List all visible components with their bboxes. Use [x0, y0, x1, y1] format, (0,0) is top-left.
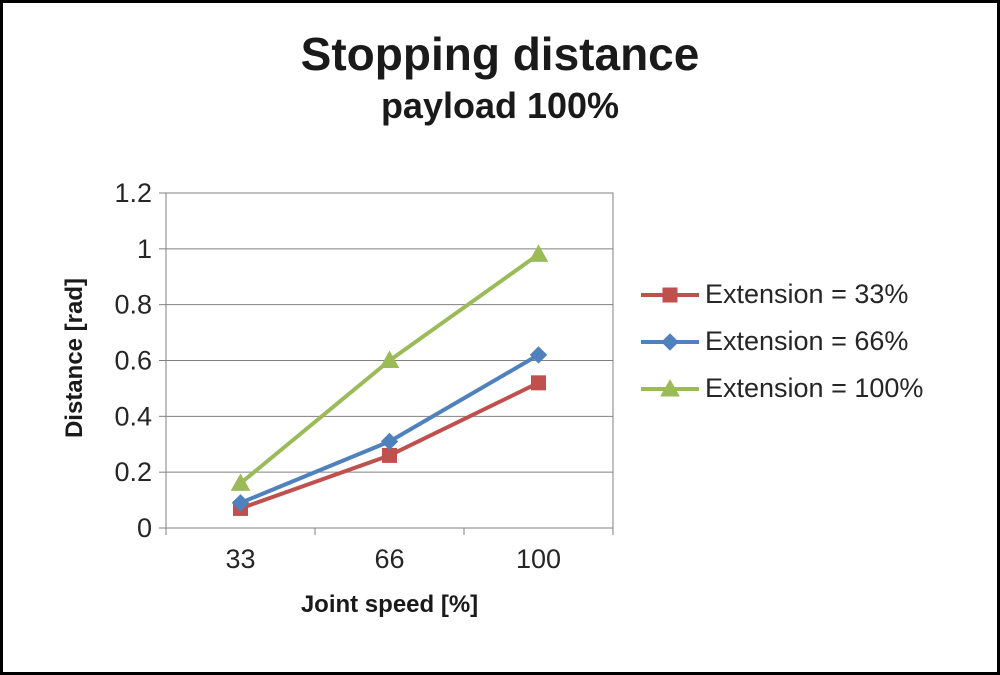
- y-axis-title: Distance [rad]: [61, 277, 88, 439]
- series-marker: [231, 494, 250, 512]
- y-tick-label: 1: [137, 234, 152, 264]
- chart-subtitle: payload 100%: [380, 84, 620, 126]
- legend-label: Extension = 100%: [705, 373, 924, 403]
- series-marker: [382, 447, 397, 463]
- series-marker: [380, 432, 399, 451]
- legend-marker-icon: [641, 287, 699, 302]
- y-tick-label: 0.2: [114, 457, 152, 487]
- legend-label: Extension = 33%: [705, 279, 909, 309]
- series-marker: [230, 473, 251, 491]
- legend: Extension = 33% Extension = 66% Extensio…: [639, 279, 923, 404]
- legend-marker-icon: [641, 332, 699, 351]
- series-marker: [529, 346, 548, 364]
- x-tick-label: 100: [516, 544, 561, 574]
- series-marker: [379, 350, 400, 368]
- x-axis-title: Joint speed [%]: [300, 591, 479, 618]
- legend-item: Extension = 66%: [639, 326, 923, 357]
- chart-plot-svg: 0 0.2 0.4 0.6 0.8 1 1.2 33 66 100: [114, 178, 614, 574]
- legend-marker: [662, 287, 678, 302]
- y-tick-label: 0.6: [114, 346, 152, 376]
- legend-label: Extension = 66%: [705, 326, 909, 356]
- y-tick-label: 1.2: [114, 178, 152, 208]
- series-line: [239, 353, 540, 505]
- series-marker: [531, 375, 546, 391]
- y-tick-label: 0: [137, 513, 152, 543]
- legend-marker-icon: [641, 378, 699, 396]
- plot-border: [165, 192, 614, 529]
- legend-item: Extension = 33%: [639, 279, 923, 310]
- chart-title-block: Stopping distance payload 100%: [3, 29, 997, 125]
- chart-title: Stopping distance: [300, 28, 700, 80]
- legend-marker: [660, 378, 680, 396]
- y-tick-label: 0.8: [114, 290, 152, 320]
- legend-marker: [661, 332, 679, 351]
- series-marker: [528, 244, 549, 262]
- legend-item: Extension = 100%: [639, 373, 923, 404]
- x-tick-label: 66: [374, 544, 404, 574]
- y-tick-label: 0.4: [114, 401, 152, 431]
- x-tick-label: 33: [225, 544, 255, 574]
